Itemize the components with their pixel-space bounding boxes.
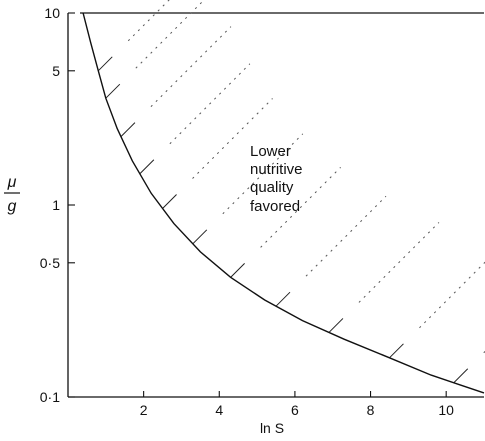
annotation-line-3: quality — [250, 179, 294, 196]
y-ticks: 0·1 0·5 1 5 10 — [40, 5, 75, 405]
y-tick-label: 10 — [44, 5, 60, 21]
hatching — [97, 0, 485, 384]
hatch-mark — [120, 122, 136, 137]
y-tick-label: 0·5 — [40, 255, 60, 271]
hatch-mark — [230, 262, 245, 278]
hatch-dotted-line — [419, 261, 485, 329]
x-tick-label: 4 — [215, 402, 223, 418]
hatch-mark — [139, 159, 155, 175]
y-axis-label-numerator: μ — [7, 174, 17, 191]
hatch-dotted-line — [222, 133, 304, 215]
hatch-dotted-line — [135, 0, 205, 69]
hatch-dotted-line — [260, 166, 341, 248]
hatch-mark — [453, 368, 469, 384]
hatch-dotted-line — [305, 195, 387, 277]
annotation-line-4: favored — [250, 198, 300, 215]
x-tick-label: 10 — [438, 402, 454, 418]
boundary-curve — [82, 12, 485, 394]
y-axis-label-denominator: g — [8, 198, 17, 215]
hatch-mark — [97, 56, 113, 72]
hatch-mark — [162, 194, 177, 209]
y-tick-label: 5 — [52, 63, 60, 79]
x-tick-label: 8 — [367, 402, 375, 418]
x-tick-label: 6 — [291, 402, 299, 418]
y-tick-label: 0·1 — [40, 389, 60, 405]
annotation-line-2: nutritive — [250, 161, 303, 178]
hatch-mark — [389, 343, 404, 359]
x-tick-label: 2 — [140, 402, 148, 418]
hatch-dotted-line — [150, 26, 232, 107]
x-ticks: 2 4 6 8 10 — [140, 391, 454, 418]
hatch-dotted-line — [192, 98, 273, 179]
annotation: Lower nutritive quality favored — [250, 143, 303, 215]
y-axis-label: μ g — [4, 174, 20, 215]
annotation-line-1: Lower — [250, 143, 291, 160]
hatch-dotted-line — [169, 63, 251, 145]
y-tick-label: 1 — [52, 197, 60, 213]
hatch-mark — [275, 291, 291, 307]
hatch-dotted-line — [358, 222, 440, 303]
x-axis-label: ln S — [260, 420, 284, 436]
hatch-mark — [105, 83, 121, 99]
hatch-dotted-line — [127, 0, 170, 42]
hatch-mark — [328, 318, 344, 333]
hatch-mark — [192, 229, 208, 245]
